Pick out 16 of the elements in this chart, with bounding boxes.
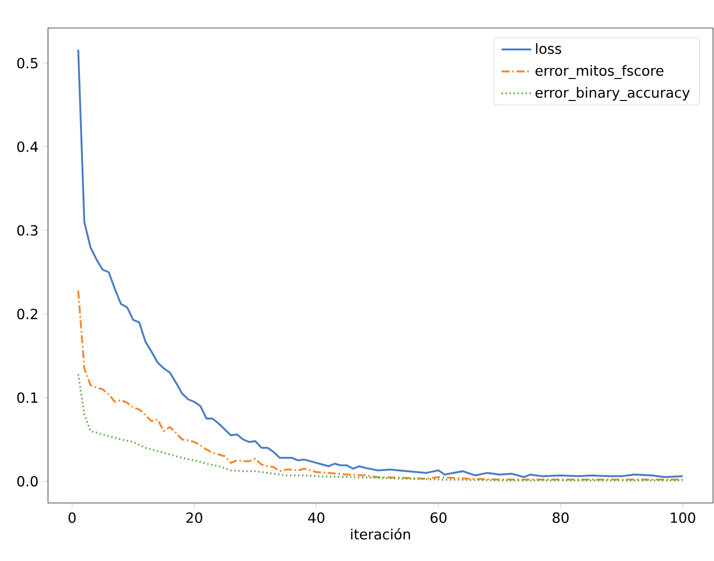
y-tick-label: 0.1 [17,392,38,403]
y-tick-label: 0.2 [17,308,38,320]
legend-label: error_mitos_fscore [536,65,664,80]
x-tick-label: 0 [68,512,76,523]
legend-label: loss [536,43,562,54]
x-tick-label: 80 [552,512,569,523]
y-tick-label: 0.3 [17,225,38,236]
y-tick-label: 0.4 [17,141,38,152]
y-tick-label: 0.0 [17,476,38,487]
y-tick-label: 0.5 [17,58,38,68]
x-tick-label: 100 [670,512,696,523]
x-tick-label: 60 [430,512,446,523]
x-axis-title: iteración [351,528,410,540]
x-tick-label: 20 [186,512,202,523]
legend-label: error_binary_accuracy [536,87,690,101]
x-tick-label: 40 [308,512,324,523]
